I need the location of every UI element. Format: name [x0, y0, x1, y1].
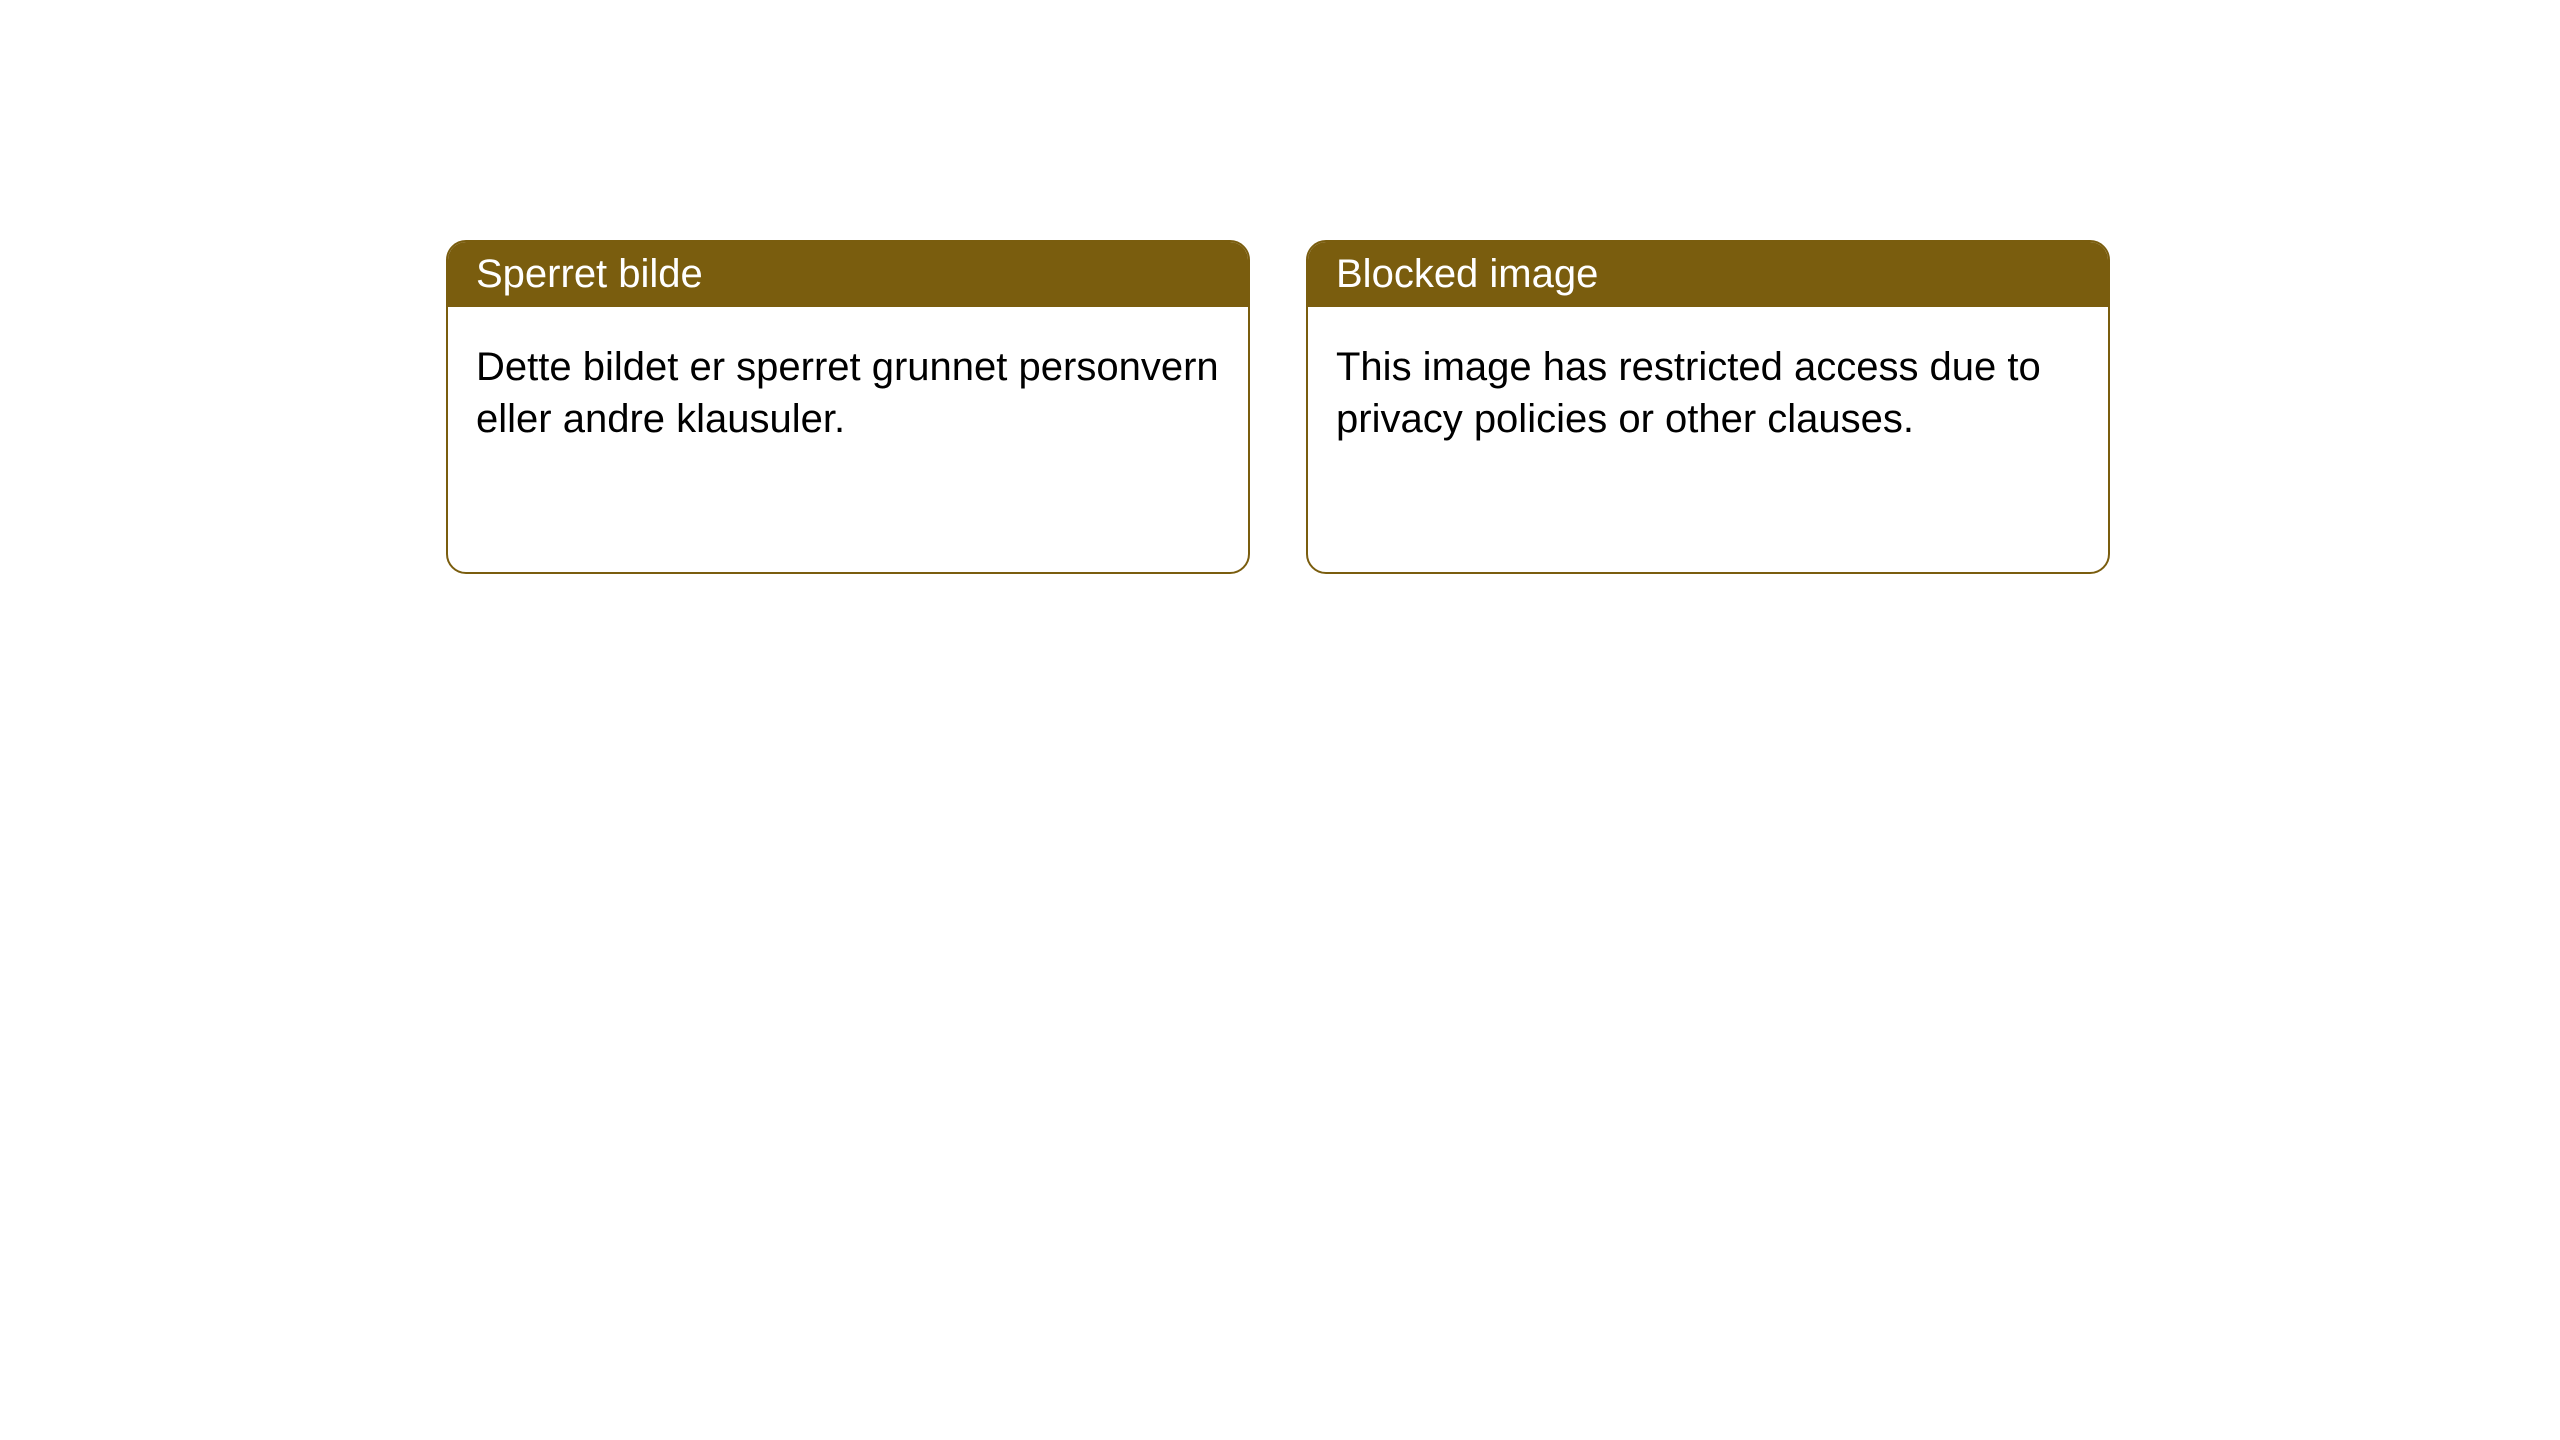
notice-body: Dette bildet er sperret grunnet personve…	[448, 307, 1248, 479]
notice-container: Sperret bilde Dette bildet er sperret gr…	[0, 0, 2560, 574]
notice-text: This image has restricted access due to …	[1336, 345, 2041, 441]
notice-title: Blocked image	[1336, 252, 1598, 296]
notice-card-english: Blocked image This image has restricted …	[1306, 240, 2110, 574]
notice-title: Sperret bilde	[476, 252, 703, 296]
notice-header: Sperret bilde	[448, 242, 1248, 307]
notice-card-norwegian: Sperret bilde Dette bildet er sperret gr…	[446, 240, 1250, 574]
notice-header: Blocked image	[1308, 242, 2108, 307]
notice-body: This image has restricted access due to …	[1308, 307, 2108, 479]
notice-text: Dette bildet er sperret grunnet personve…	[476, 345, 1219, 441]
